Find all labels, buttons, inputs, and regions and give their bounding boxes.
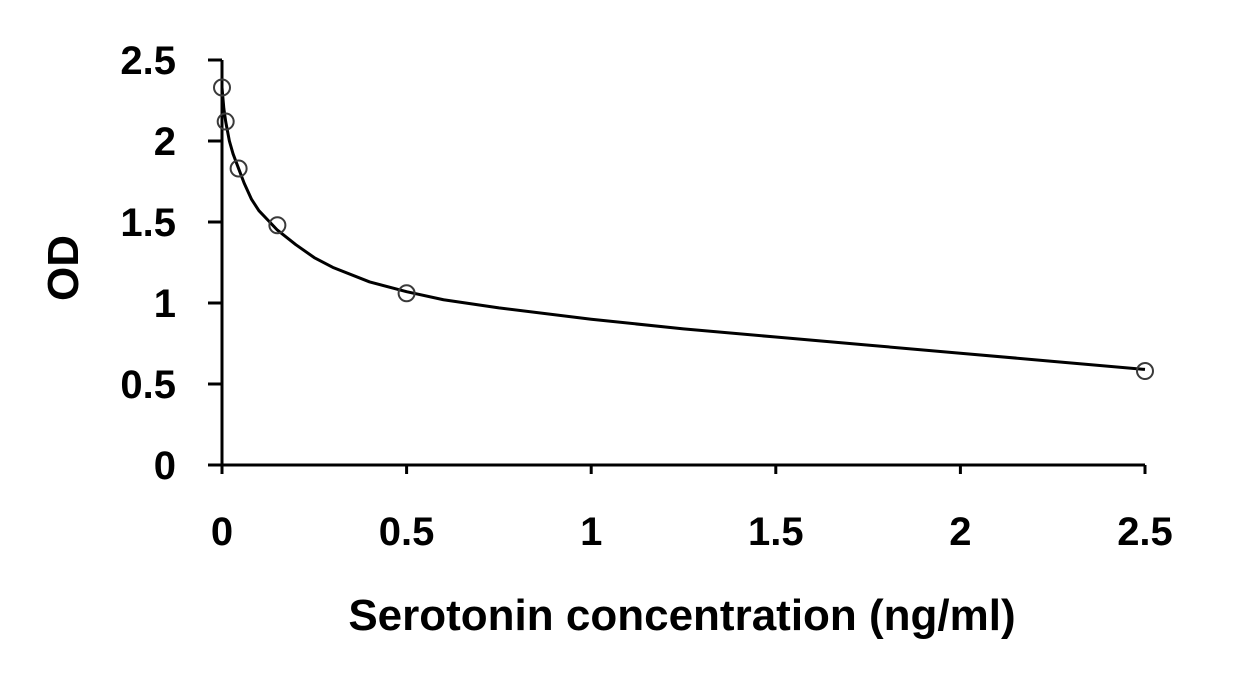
x-tick-label: 2 — [949, 510, 971, 554]
tick-marks — [208, 58, 1147, 474]
fit-curve — [220, 87, 1146, 371]
x-tick-label: 0 — [211, 510, 233, 554]
y-tick-label: 0.5 — [120, 363, 176, 407]
data-points — [213, 78, 1154, 381]
axes — [220, 60, 1145, 467]
x-tick-label: 0.5 — [379, 510, 435, 554]
data-point — [1136, 362, 1154, 381]
y-tick-label: 2.5 — [120, 39, 176, 83]
x-tick-label: 1 — [580, 510, 602, 554]
y-tick-label: 1 — [154, 282, 176, 326]
data-point — [397, 284, 416, 303]
data-point — [268, 216, 287, 235]
y-tick-label: 0 — [154, 444, 176, 488]
x-tick-label: 2.5 — [1117, 510, 1173, 554]
data-point — [213, 78, 231, 97]
y-tick-label: 2 — [154, 120, 176, 164]
y-tick-label: 1.5 — [120, 201, 176, 245]
x-axis-title: Serotonin concentration (ng/ml) — [348, 591, 1015, 640]
data-point — [216, 112, 235, 131]
x-tick-label: 1.5 — [748, 510, 804, 554]
data-point — [229, 159, 248, 178]
fit-curve-line — [220, 87, 1146, 371]
tick-labels: 0 0.5 1 1.5 2 2.5 0 0.5 1 1.5 2 2.5 — [120, 39, 1172, 554]
y-axis-title: OD — [39, 235, 88, 301]
